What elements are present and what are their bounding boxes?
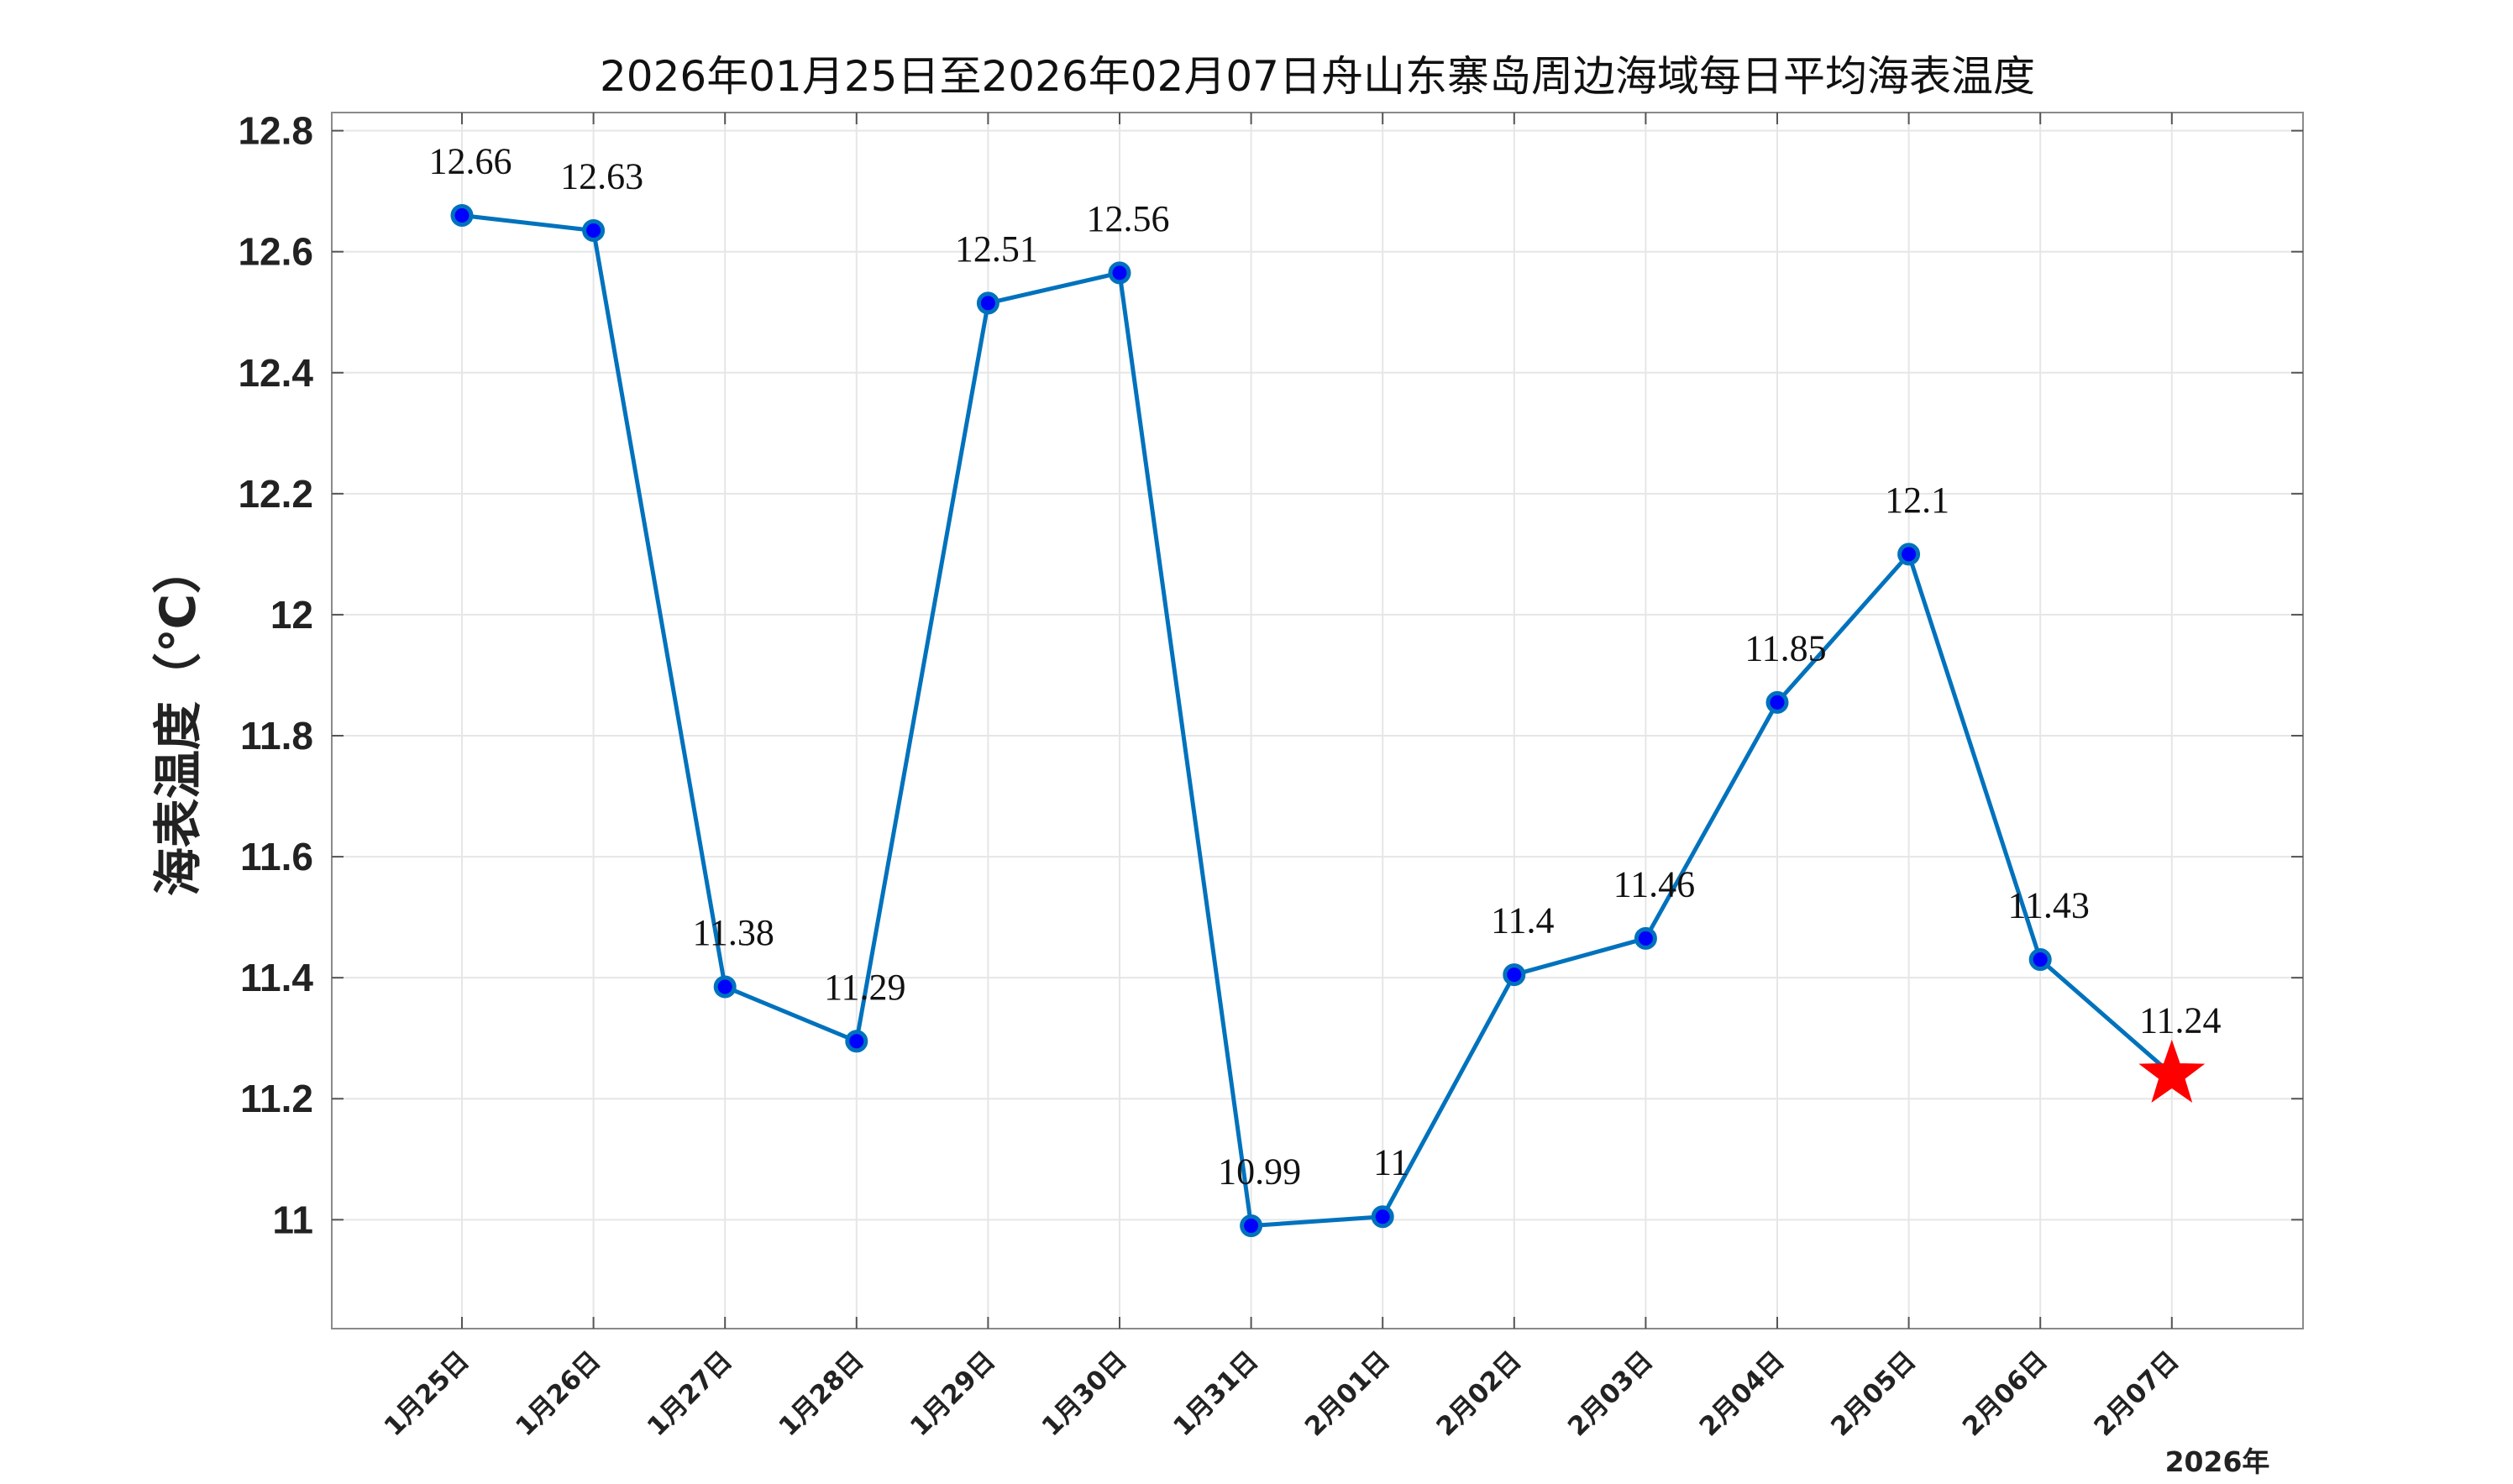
data-label: 11.85 [1744,627,1826,669]
x-tick-label: 1月25日 [379,1345,475,1442]
data-labels: 12.66 12.63 11.38 11.29 12.51 12.56 10.99 11 11.… [429,140,2222,1192]
x-tick-label: 1月26日 [510,1345,606,1442]
y-tick-label: 11.2 [240,1077,313,1120]
x-tick-label: 1月31日 [1167,1345,1264,1442]
x-tick-label: 2月03日 [1562,1345,1659,1442]
y-tick-label: 12.6 [238,230,313,274]
x-tick-label: 1月28日 [773,1345,869,1442]
data-point [1897,543,1921,566]
ticks: 11 11.2 11.4 11.6 11.8 12 12.2 12.4 12.6 12.8 1月25… [238,109,2303,1442]
data-label: 11.43 [2008,885,2090,926]
y-tick-label: 12.2 [238,472,313,516]
x-tick-label: 2月02日 [1430,1345,1527,1442]
x-tick-label: 2月05日 [1825,1345,1922,1442]
x-tick-label: 2月07日 [2088,1345,2185,1442]
y-tick-label: 12 [270,593,313,637]
x-tick-label: 2月01日 [1299,1345,1396,1442]
y-axis-label: 海表温度（℃） [150,545,207,896]
data-label: 11 [1373,1142,1409,1183]
series-line [461,212,2174,1229]
data-point [845,1030,868,1053]
y-tick-label: 11.4 [240,956,313,999]
x-tick-label: 1月27日 [642,1345,738,1442]
data-point [976,291,999,315]
data-label: 12.51 [955,228,1038,270]
chart-title: 2026年01月25日至2026年02月07日舟山东寨岛周边海域每日平均海表温度 [600,52,2035,101]
data-label: 12.56 [1087,198,1170,239]
y-tick-label: 11.6 [240,835,313,878]
x-tick-label: 2月04日 [1694,1345,1791,1442]
data-point [1371,1205,1394,1229]
data-point [1240,1214,1263,1238]
data-point [713,975,737,999]
data-point [450,203,474,227]
data-point [1765,690,1789,714]
data-label: 12.63 [560,155,643,197]
data-label: 11.46 [1613,863,1695,905]
data-label: 12.1 [1885,480,1949,521]
x-tick-label: 2月06日 [1957,1345,2054,1442]
data-label: 11.24 [2139,999,2221,1041]
data-label: 11.38 [693,912,774,953]
data-point-star [2138,1039,2206,1104]
series [450,203,2206,1238]
plot-frame [331,112,2304,1329]
y-tick-label: 11 [272,1198,313,1241]
y-tick-label: 12.8 [238,109,313,153]
grid [332,113,2303,1329]
data-label: 11.4 [1491,900,1554,941]
y-tick-label: 12.4 [238,351,313,395]
data-point [1634,926,1657,950]
data-label: 11.29 [824,967,905,1008]
data-point [2028,948,2052,972]
data-label: 12.66 [429,140,512,181]
data-point [1108,261,1131,285]
x-tick-label: 1月30日 [1036,1345,1133,1442]
data-label: 10.99 [1218,1151,1301,1193]
x-tick-label: 1月29日 [905,1345,1001,1442]
data-point [582,218,606,242]
y-tick-label: 11.8 [240,714,313,758]
x-axis-year-label: 2026年 [2165,1445,2270,1478]
data-point [1503,963,1526,987]
